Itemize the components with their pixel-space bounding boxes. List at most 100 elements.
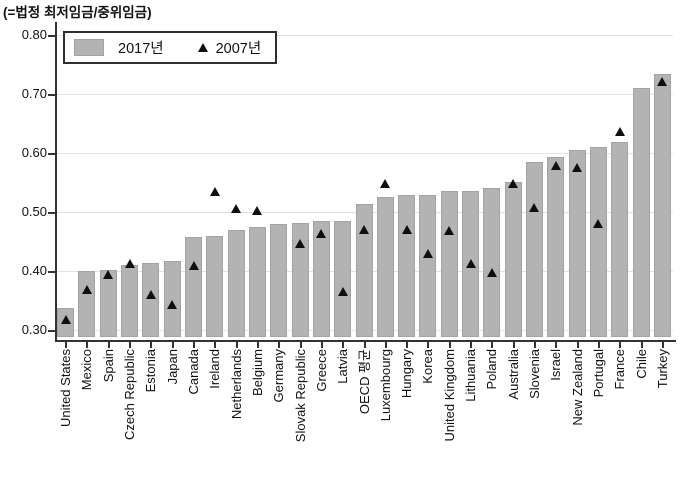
x-axis-tick xyxy=(641,342,643,348)
triangle-marker-mexico xyxy=(82,285,92,294)
bar-germany xyxy=(270,224,287,337)
triangle-marker-canada xyxy=(189,261,199,270)
triangle-marker-estonia xyxy=(146,290,156,299)
x-tick-label-germany: Germany xyxy=(271,349,286,403)
x-tick-label-australia: Australia xyxy=(506,349,521,400)
x-axis-line xyxy=(55,340,676,342)
x-tick-label-latvia: Latvia xyxy=(335,349,350,384)
triangle-marker-poland xyxy=(487,268,497,277)
legend: 2017년 2007년 xyxy=(63,31,277,64)
x-axis-tick xyxy=(172,342,174,348)
x-tick-label-chile: Chile xyxy=(634,349,649,379)
triangle-marker-korea xyxy=(423,249,433,258)
y-tick-label: 0.60 xyxy=(21,145,47,160)
triangle-marker-czech-republic xyxy=(125,259,135,268)
x-axis-tick xyxy=(385,342,387,348)
bar-mexico xyxy=(78,271,95,337)
y-axis-tick xyxy=(48,94,55,96)
x-axis-tick xyxy=(598,342,600,348)
bar-estonia xyxy=(142,263,159,337)
legend-2017-label: 2017년 xyxy=(118,41,164,57)
x-axis-tick xyxy=(214,342,216,348)
x-tick-label-new-zealand: New Zealand xyxy=(570,349,585,426)
x-tick-label-greece: Greece xyxy=(314,349,329,392)
y-tick-label: 0.70 xyxy=(21,86,47,101)
x-axis-tick xyxy=(236,342,238,348)
y-tick-label: 0.50 xyxy=(21,204,47,219)
x-tick-label-ireland: Ireland xyxy=(207,349,222,389)
x-tick-label-korea: Korea xyxy=(420,349,435,384)
x-tick-label-belgium: Belgium xyxy=(250,349,265,396)
x-axis-tick xyxy=(129,342,131,348)
bar-canada xyxy=(185,237,202,337)
bar-slovenia xyxy=(526,162,543,337)
triangle-marker-greece xyxy=(316,229,326,238)
x-axis-tick xyxy=(449,342,451,348)
y-axis-tick xyxy=(48,153,55,155)
x-tick-label-poland: Poland xyxy=(484,349,499,390)
bar-united-kingdom xyxy=(441,191,458,337)
bar-australia xyxy=(505,182,522,337)
triangle-marker-turkey xyxy=(657,77,667,86)
bar-belgium xyxy=(249,227,266,337)
x-axis-tick xyxy=(86,342,88,348)
x-axis-tick xyxy=(321,342,323,348)
x-tick-label-portugal: Portugal xyxy=(591,349,606,398)
x-tick-label-canada: Canada xyxy=(186,349,201,395)
x-tick-label-czech-republic: Czech Republic xyxy=(122,349,137,441)
x-tick-label-spain: Spain xyxy=(101,349,116,383)
x-axis-tick xyxy=(662,342,664,348)
x-tick-label-oecd-: OECD 평균 xyxy=(357,349,372,415)
x-axis-tick xyxy=(150,342,152,348)
x-axis-tick xyxy=(555,342,557,348)
x-tick-label-hungary: Hungary xyxy=(399,349,414,399)
triangle-marker-latvia xyxy=(338,287,348,296)
x-tick-label-netherlands: Netherlands xyxy=(229,349,244,420)
x-axis-tick xyxy=(342,342,344,348)
x-axis-tick xyxy=(364,342,366,348)
triangle-marker-spain xyxy=(103,270,113,279)
bar-hungary xyxy=(398,195,415,337)
x-axis-tick xyxy=(577,342,579,348)
bar-ireland xyxy=(206,236,223,337)
triangle-marker-hungary xyxy=(402,225,412,234)
triangle-marker-australia xyxy=(508,179,518,188)
x-tick-label-slovak-republic: Slovak Republic xyxy=(293,349,308,443)
x-tick-label-united-states: United States xyxy=(58,349,73,428)
x-tick-label-luxembourg: Luxembourg xyxy=(378,349,393,422)
bar-france xyxy=(611,142,628,337)
y-tick-label: 0.80 xyxy=(21,27,47,42)
triangle-marker-luxembourg xyxy=(380,179,390,188)
x-tick-label-japan: Japan xyxy=(165,349,180,385)
bar-chile xyxy=(633,88,650,337)
x-tick-label-israel: Israel xyxy=(548,349,563,381)
x-axis-tick xyxy=(534,342,536,348)
y-gridline xyxy=(55,153,673,154)
legend-bar-swatch-icon xyxy=(74,39,104,56)
bar-latvia xyxy=(334,221,351,337)
x-axis-tick xyxy=(193,342,195,348)
x-tick-label-turkey: Turkey xyxy=(655,349,670,389)
y-axis-tick xyxy=(48,35,55,37)
bar-luxembourg xyxy=(377,197,394,337)
bar-spain xyxy=(100,270,117,337)
triangle-marker-lithuania xyxy=(466,259,476,268)
x-tick-label-lithuania: Lithuania xyxy=(463,349,478,402)
bar-oecd- xyxy=(356,204,373,337)
y-axis-tick xyxy=(48,330,55,332)
y-gridline xyxy=(55,35,673,36)
y-tick-label: 0.30 xyxy=(21,322,47,337)
triangle-marker-belgium xyxy=(252,206,262,215)
x-tick-label-slovenia: Slovenia xyxy=(527,349,542,399)
triangle-marker-slovak-republic xyxy=(295,239,305,248)
y-gridline xyxy=(55,94,673,95)
x-axis-tick xyxy=(513,342,515,348)
y-axis-tick xyxy=(48,271,55,273)
triangle-marker-slovenia xyxy=(529,203,539,212)
x-axis-tick xyxy=(619,342,621,348)
triangle-marker-japan xyxy=(167,300,177,309)
bar-czech-republic xyxy=(121,265,138,337)
triangle-marker-oecd- xyxy=(359,225,369,234)
x-axis-tick xyxy=(406,342,408,348)
